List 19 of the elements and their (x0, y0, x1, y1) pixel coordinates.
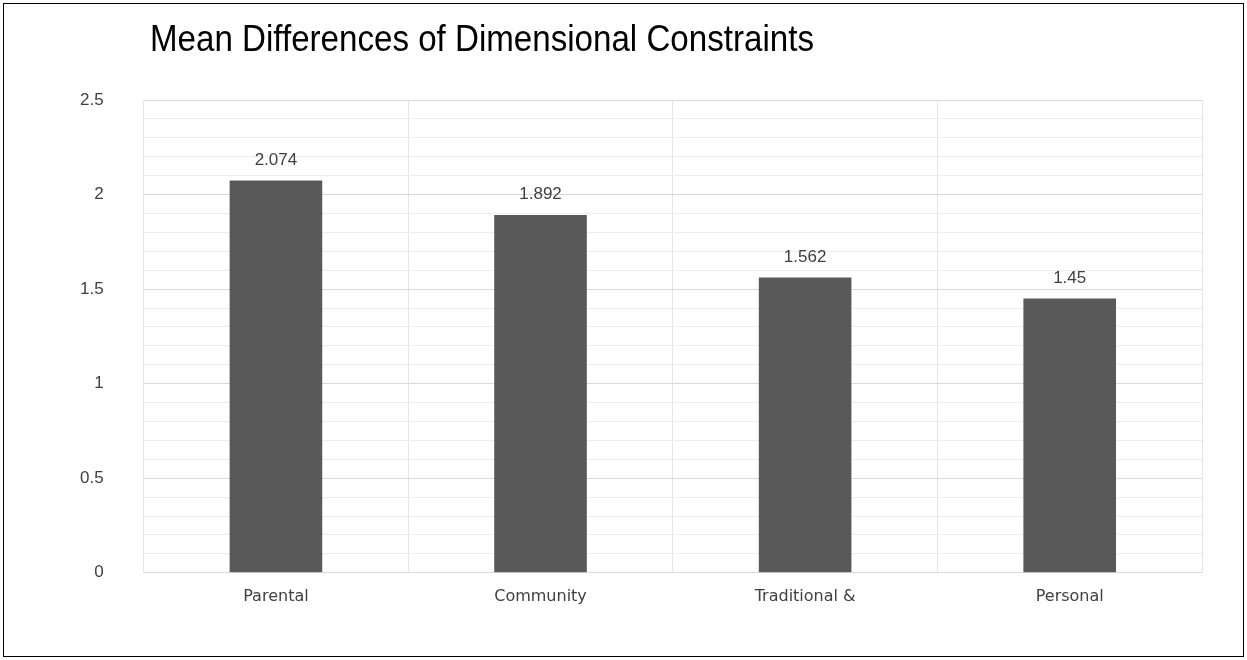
y-tick-label: 2 (94, 184, 104, 204)
data-label: 1.562 (783, 246, 827, 266)
bar (758, 277, 852, 573)
y-tick-label: 1.5 (79, 278, 104, 298)
x-tick-label: Personal (1035, 585, 1104, 605)
y-tick-label: 1 (94, 373, 104, 393)
y-tick-label: 2.5 (79, 89, 104, 109)
bar (1023, 298, 1117, 573)
x-tick-label: Community (494, 585, 587, 605)
y-tick-label: 0.5 (79, 467, 104, 487)
x-tick-label: Traditional & (753, 585, 856, 605)
y-tick-label: 0 (94, 562, 104, 582)
bar (229, 180, 323, 573)
bar (494, 214, 587, 573)
data-label: 1.45 (1053, 267, 1087, 287)
chart-title: Mean Differences of Dimensional Constraints (150, 18, 814, 60)
x-tick-label: Parental (243, 585, 309, 605)
data-label: 2.074 (254, 149, 298, 169)
data-label: 1.892 (519, 184, 562, 204)
